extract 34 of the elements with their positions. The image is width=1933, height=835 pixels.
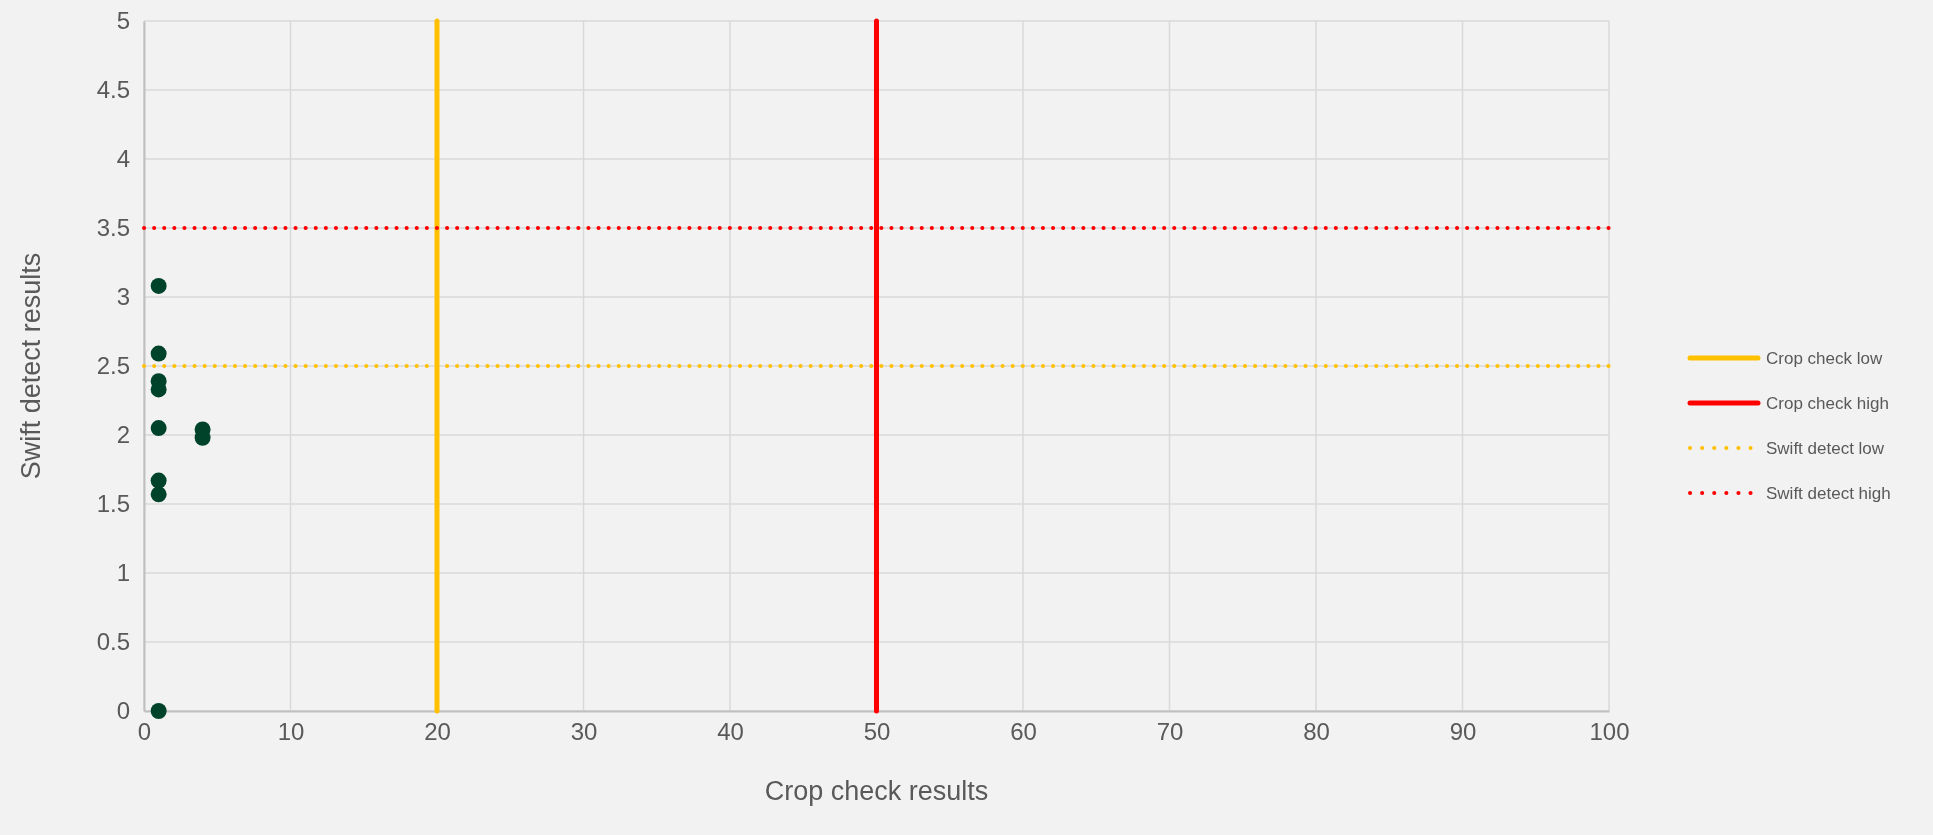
x-tick-label: 40 (717, 718, 744, 746)
y-tick-label: 4.5 (96, 76, 130, 104)
x-tick-label: 100 (1589, 718, 1630, 746)
x-tick-label: 10 (277, 718, 305, 746)
legend-label: Crop check low (1766, 349, 1883, 368)
y-tick-label: 5 (116, 7, 130, 35)
point (150, 703, 167, 719)
y-tick-label: 0.5 (96, 628, 130, 656)
y-tick-label: 1 (116, 559, 130, 587)
y-tick-label: 0 (116, 697, 130, 725)
x-tick-label: 20 (424, 718, 451, 746)
y-tick-label: 4 (116, 145, 130, 173)
point (150, 486, 167, 503)
x-tick-label: 70 (1156, 718, 1184, 746)
point (150, 345, 167, 362)
legend-label: Swift detect low (1766, 439, 1885, 458)
y-tick-label: 2 (116, 421, 130, 449)
y-tick-label: 3 (116, 283, 130, 311)
y-tick-label: 2.5 (96, 352, 130, 380)
x-tick-label: 60 (1010, 718, 1037, 746)
x-axis-title: Crop check results (764, 776, 989, 806)
point (150, 420, 167, 437)
x-tick-label: 90 (1449, 718, 1477, 746)
legend-label: Swift detect high (1766, 484, 1891, 503)
x-tick-label: 80 (1303, 718, 1330, 746)
point (150, 472, 167, 489)
x-tick-label: 0 (137, 718, 152, 746)
x-tick-label: 50 (863, 718, 891, 746)
y-axis-title: Swift detect results (16, 252, 46, 480)
y-tick-label: 1.5 (96, 490, 130, 518)
y-tick-label: 3.5 (96, 214, 130, 242)
point (150, 278, 167, 294)
legend-label: Crop check high (1766, 394, 1889, 413)
x-tick-label: 30 (570, 718, 598, 746)
